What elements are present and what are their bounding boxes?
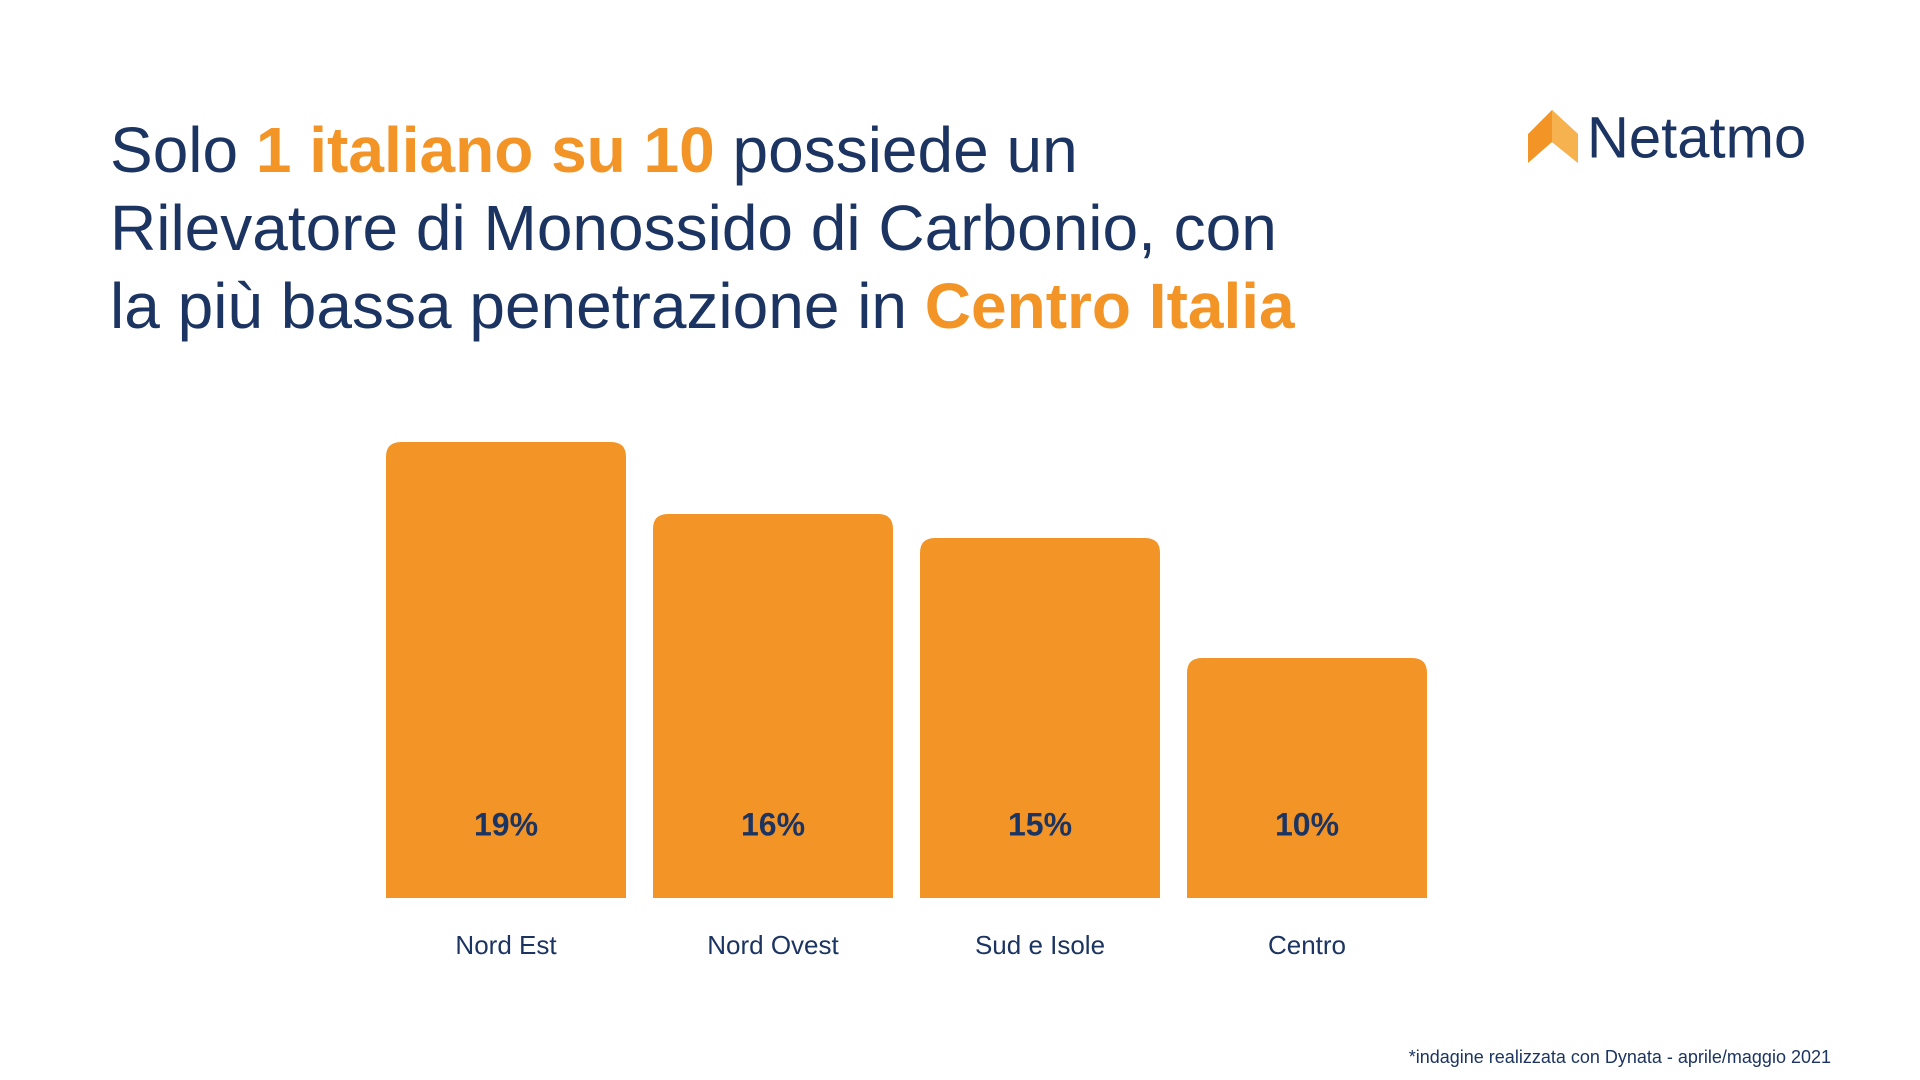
- value-label: 15%: [1008, 806, 1072, 842]
- x-tick-label: Centro: [1268, 930, 1346, 960]
- title-run: la più bassa penetrazione in: [110, 270, 925, 342]
- value-label: 19%: [474, 806, 538, 842]
- title-run: 1 italiano su 10: [256, 114, 715, 186]
- x-tick-label: Sud e Isole: [975, 930, 1105, 960]
- logo-icon-shade: [1552, 110, 1578, 163]
- title-run: Centro Italia: [925, 270, 1295, 342]
- x-tick-label: Nord Ovest: [707, 930, 839, 960]
- logo-text: Netatmo: [1587, 105, 1806, 170]
- title-line: la più bassa penetrazione in Centro Ital…: [110, 270, 1295, 342]
- bar: [1187, 658, 1427, 898]
- value-label: 16%: [741, 806, 805, 842]
- bar: [386, 442, 626, 898]
- footnote: *indagine realizzata con Dynata - aprile…: [1409, 1047, 1831, 1067]
- value-label: 10%: [1275, 806, 1339, 842]
- title-line: Solo 1 italiano su 10 possiede un: [110, 114, 1078, 186]
- bar: [653, 514, 893, 898]
- title-run: Solo: [110, 114, 256, 186]
- title-run: possiede un: [715, 114, 1078, 186]
- bar: [920, 538, 1160, 898]
- logo: Netatmo: [1528, 105, 1806, 170]
- x-tick-label: Nord Est: [455, 930, 557, 960]
- title-line: Rilevatore di Monossido di Carbonio, con: [110, 192, 1277, 264]
- title-run: Rilevatore di Monossido di Carbonio, con: [110, 192, 1277, 264]
